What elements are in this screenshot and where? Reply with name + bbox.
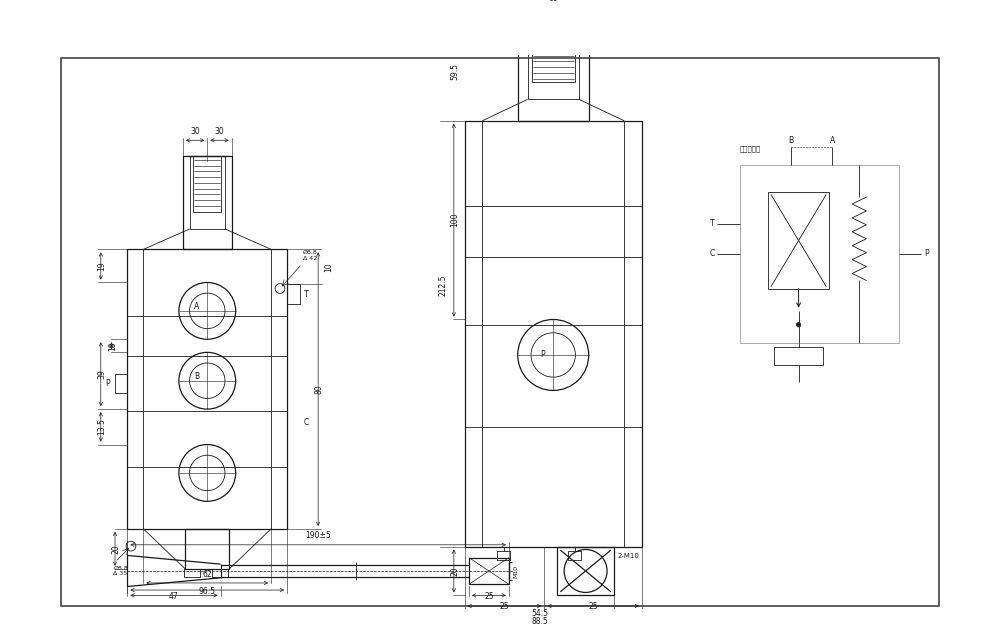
Text: M10: M10 [513, 565, 518, 578]
Text: C: C [304, 418, 309, 427]
Text: P: P [105, 379, 110, 388]
Text: 60: 60 [548, 0, 558, 2]
Bar [568, 551, 581, 560]
Text: 18: 18 [108, 341, 117, 351]
Text: 100: 100 [450, 213, 459, 227]
Text: T: T [304, 290, 309, 299]
Text: 13.5: 13.5 [97, 419, 106, 436]
Bar [190, 156, 225, 229]
Bar [557, 547, 614, 595]
Text: B: B [194, 372, 199, 381]
Text: 47: 47 [169, 592, 179, 601]
Text: 25: 25 [588, 602, 598, 612]
Bar [497, 551, 510, 560]
Text: A: A [194, 302, 199, 311]
Text: C: C [709, 250, 715, 258]
Text: 62: 62 [202, 570, 212, 578]
Text: 96.5: 96.5 [199, 587, 216, 597]
Text: 30: 30 [215, 127, 224, 136]
Text: Ø8.8
Δ 35: Ø8.8 Δ 35 [113, 565, 128, 577]
Bar [193, 156, 221, 212]
Bar [185, 529, 229, 568]
Text: 19: 19 [97, 261, 106, 271]
Text: P: P [924, 250, 929, 258]
Text: 80: 80 [314, 384, 323, 394]
Text: T: T [710, 219, 715, 228]
Text: 54.5: 54.5 [531, 610, 548, 618]
Text: 212.5: 212.5 [439, 274, 448, 296]
Text: 39: 39 [97, 369, 106, 379]
Bar [740, 165, 899, 343]
Text: 25: 25 [484, 592, 494, 601]
Text: 88.5: 88.5 [531, 617, 548, 624]
Text: 20: 20 [450, 566, 459, 576]
Text: 30: 30 [190, 127, 200, 136]
Bar [465, 121, 642, 547]
Text: Ø8.8
Δ 42: Ø8.8 Δ 42 [303, 250, 318, 261]
Bar [115, 374, 127, 393]
Text: 59.5: 59.5 [450, 64, 459, 80]
Text: P: P [540, 351, 545, 359]
Bar [469, 558, 509, 584]
Bar [518, 23, 589, 121]
Text: 10: 10 [324, 262, 333, 271]
Bar [287, 285, 300, 304]
Text: B: B [788, 136, 793, 145]
Text: 2-M10: 2-M10 [618, 553, 640, 559]
Bar [212, 568, 228, 577]
Text: 25: 25 [500, 602, 509, 612]
Text: A: A [830, 136, 835, 145]
Bar [532, 23, 575, 82]
Text: 液压原理图: 液压原理图 [740, 145, 761, 152]
Bar [528, 23, 579, 99]
Text: 20: 20 [111, 544, 120, 553]
Bar [183, 156, 232, 250]
Bar [184, 568, 200, 577]
Text: 190±5: 190±5 [305, 532, 331, 540]
Bar [774, 347, 823, 364]
Bar [127, 250, 287, 529]
Bar [768, 192, 829, 290]
Circle shape [796, 323, 801, 327]
